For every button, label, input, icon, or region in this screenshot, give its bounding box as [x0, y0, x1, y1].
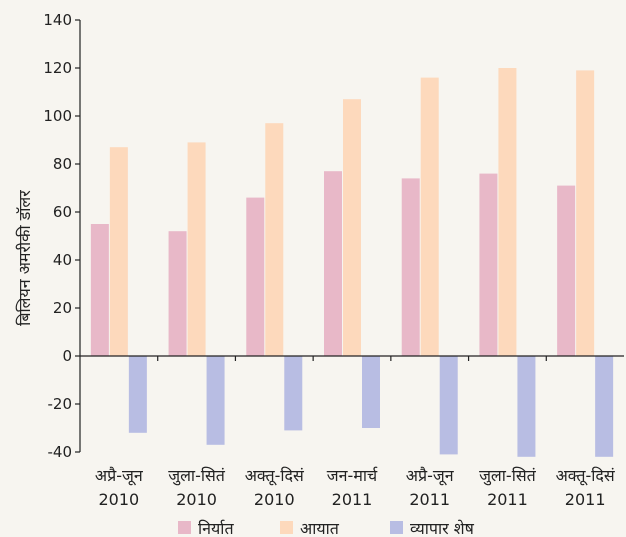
- y-tick-label: 100: [43, 107, 72, 125]
- y-tick-label: 0: [62, 347, 72, 365]
- y-tick-label: 40: [53, 251, 72, 269]
- y-tick-label: 140: [43, 11, 72, 29]
- legend-swatch: [178, 521, 191, 534]
- bar-series-3: [284, 356, 303, 431]
- y-tick-label: 60: [53, 203, 72, 221]
- bar-series-2: [187, 142, 206, 356]
- bars-layer: [90, 68, 614, 457]
- bar-series-2: [420, 77, 439, 356]
- bar-series-1: [401, 178, 420, 356]
- bar-series-2: [343, 99, 361, 356]
- x-category-label: 2010: [254, 490, 295, 509]
- y-axis-label: बिलियन अमरीकी डॉलर: [15, 190, 34, 326]
- x-category-label: 2011: [409, 490, 450, 509]
- bar-series-3: [595, 356, 614, 457]
- x-category-label: 2010: [176, 490, 217, 509]
- bar-series-3: [362, 356, 380, 428]
- y-tick-label: 80: [53, 155, 72, 173]
- bar-series-3: [439, 356, 458, 455]
- x-category-label: अक्तू-दिसं: [556, 466, 616, 486]
- bar-series-3: [206, 356, 225, 445]
- bar-series-1: [557, 185, 576, 356]
- y-ticks: -40 -20 0 20 40 60 80 100 120 140: [43, 11, 80, 461]
- y-tick-label: 20: [53, 299, 72, 317]
- x-category-label: 2011: [332, 490, 373, 509]
- legend-swatch: [390, 521, 403, 534]
- bar-series-2: [109, 147, 128, 356]
- legend-label: व्यापार शेष: [410, 519, 475, 537]
- y-tick-label: -20: [48, 395, 73, 413]
- bar-series-1: [246, 197, 265, 356]
- bar-series-2: [265, 123, 284, 356]
- y-tick-label: 120: [43, 59, 72, 77]
- x-category-label: 2011: [487, 490, 528, 509]
- bar-series-1: [324, 171, 342, 356]
- legend-swatch: [280, 521, 293, 534]
- x-category-label: 2010: [98, 490, 139, 509]
- bar-series-1: [479, 173, 498, 356]
- x-category-labels: अप्रै-जून 2010 जुला-सितं 2010 अक्तू-दिसं 2010…: [95, 356, 616, 509]
- x-category-label: जुला-सितं: [168, 466, 226, 486]
- bar-series-1: [168, 231, 187, 356]
- legend-label: आयात: [300, 519, 340, 537]
- axes-layer: [79, 20, 624, 452]
- bar-series-3: [128, 356, 147, 433]
- bar-series-2: [498, 68, 517, 356]
- x-category-label: अप्रै-जून: [95, 466, 144, 486]
- bar-series-2: [576, 70, 595, 357]
- bar-series-3: [517, 356, 536, 457]
- x-category-label: जुला-सितं: [479, 466, 537, 486]
- legend: निर्यात आयात व्यापार शेष: [178, 519, 475, 537]
- bar-series-1: [90, 224, 109, 356]
- x-category-label: जन-मार्च: [327, 466, 378, 485]
- x-category-label: अप्रै-जून: [406, 466, 455, 486]
- x-category-label: 2011: [565, 490, 606, 509]
- legend-label: निर्यात: [198, 519, 234, 537]
- y-tick-label: -40: [48, 443, 73, 461]
- x-category-label: अक्तू-दिसं: [245, 466, 305, 486]
